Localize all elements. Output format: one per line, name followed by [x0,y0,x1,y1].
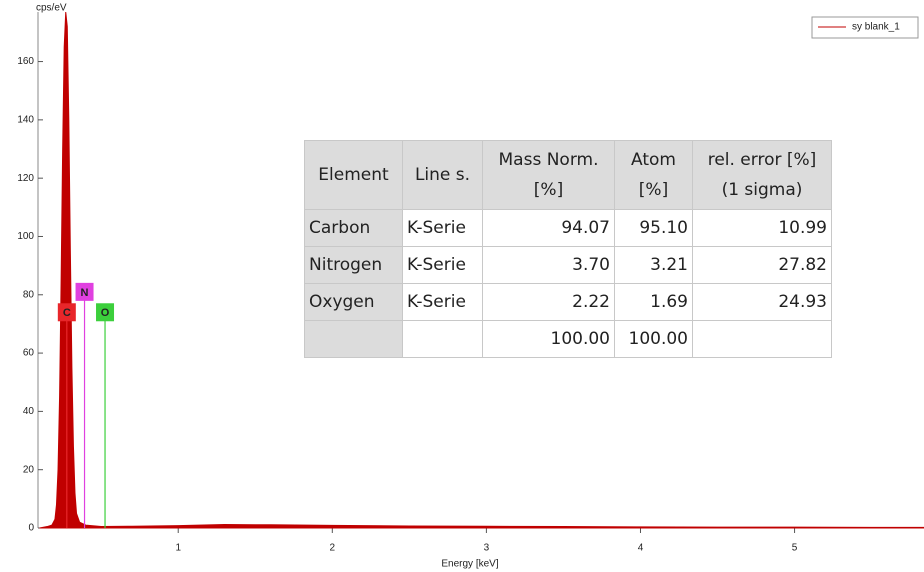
y-tick-label: 160 [17,56,34,67]
table-cell: 100.00 [614,320,693,358]
header-cell: Line s. [402,140,483,210]
table-cell: 10.99 [692,209,832,247]
header-text: Element [318,165,389,185]
table-cell [692,320,832,358]
header-text: Mass Norm. [498,150,599,170]
table-cell: K-Serie [402,283,483,321]
y-tick-label: 80 [23,289,35,300]
x-tick-label: 3 [484,543,490,554]
y-tick-label: 120 [17,173,34,184]
table-cell: 27.82 [692,246,832,284]
header-text: [%] [638,180,669,200]
y-tick-label: 40 [23,406,35,417]
table-row: Nitrogen K-Serie 3.70 3.21 27.82 [304,246,832,284]
x-tick-label: 1 [175,543,181,554]
element-box [75,282,94,301]
table-cell [304,320,403,358]
y-tick-label: 0 [28,523,34,534]
header-cell: Mass Norm. [%] [482,140,615,210]
x-tick-label: 5 [792,543,798,554]
y-axis-label: cps/eV [36,3,67,14]
header-row: Element Line s. Mass Norm. [%] Atom [%] rel. e… [304,140,832,210]
table-cell: 95.10 [614,209,693,247]
table-cell: 1.69 [614,283,693,321]
header-text: rel. error [%] [707,150,817,170]
table-cell: 2.22 [482,283,615,321]
table-cell: 3.21 [614,246,693,284]
table-cell: Carbon [304,209,403,247]
x-tick-label: 4 [638,543,644,554]
table-cell: K-Serie [402,209,483,247]
results-table: Element Line s. Mass Norm. [%] Atom [%] rel. e… [304,140,832,358]
table-cell: 94.07 [482,209,615,247]
element-box [57,303,76,322]
table-row: Oxygen K-Serie 2.22 1.69 24.93 [304,283,832,321]
y-tick-label: 140 [17,115,34,126]
y-tick-label: 60 [23,348,35,359]
header-text: [%] [533,180,564,200]
x-tick-label: 2 [330,543,336,554]
header-cell: rel. error [%] (1 sigma) [692,140,832,210]
legend-label: sy blank_1 [852,22,900,33]
table-cell: K-Serie [402,246,483,284]
table-row: Carbon K-Serie 94.07 95.10 10.99 [304,209,832,247]
table-cell [402,320,483,358]
element-label: C [63,307,71,319]
spectrum [39,11,924,529]
x-axis-label: Energy [keV] [441,559,498,570]
header-cell: Element [304,140,403,210]
header-text: Line s. [414,165,471,185]
table-cell: Oxygen [304,283,403,321]
legend-box [811,16,919,39]
table-cell: 24.93 [692,283,832,321]
y-tick-label: 100 [17,231,34,242]
element-label: O [101,307,110,319]
header-cell: Atom [%] [614,140,693,210]
header-text: (1 sigma) [721,180,803,200]
element-label: N [81,287,89,299]
element-box [96,303,115,322]
table-cell: 100.00 [482,320,615,358]
y-tick-label: 20 [23,464,35,475]
table-cell: 3.70 [482,246,615,284]
table-cell: Nitrogen [304,246,403,284]
header-text: Atom [631,150,676,170]
table-row: 100.00 100.00 [304,320,832,358]
